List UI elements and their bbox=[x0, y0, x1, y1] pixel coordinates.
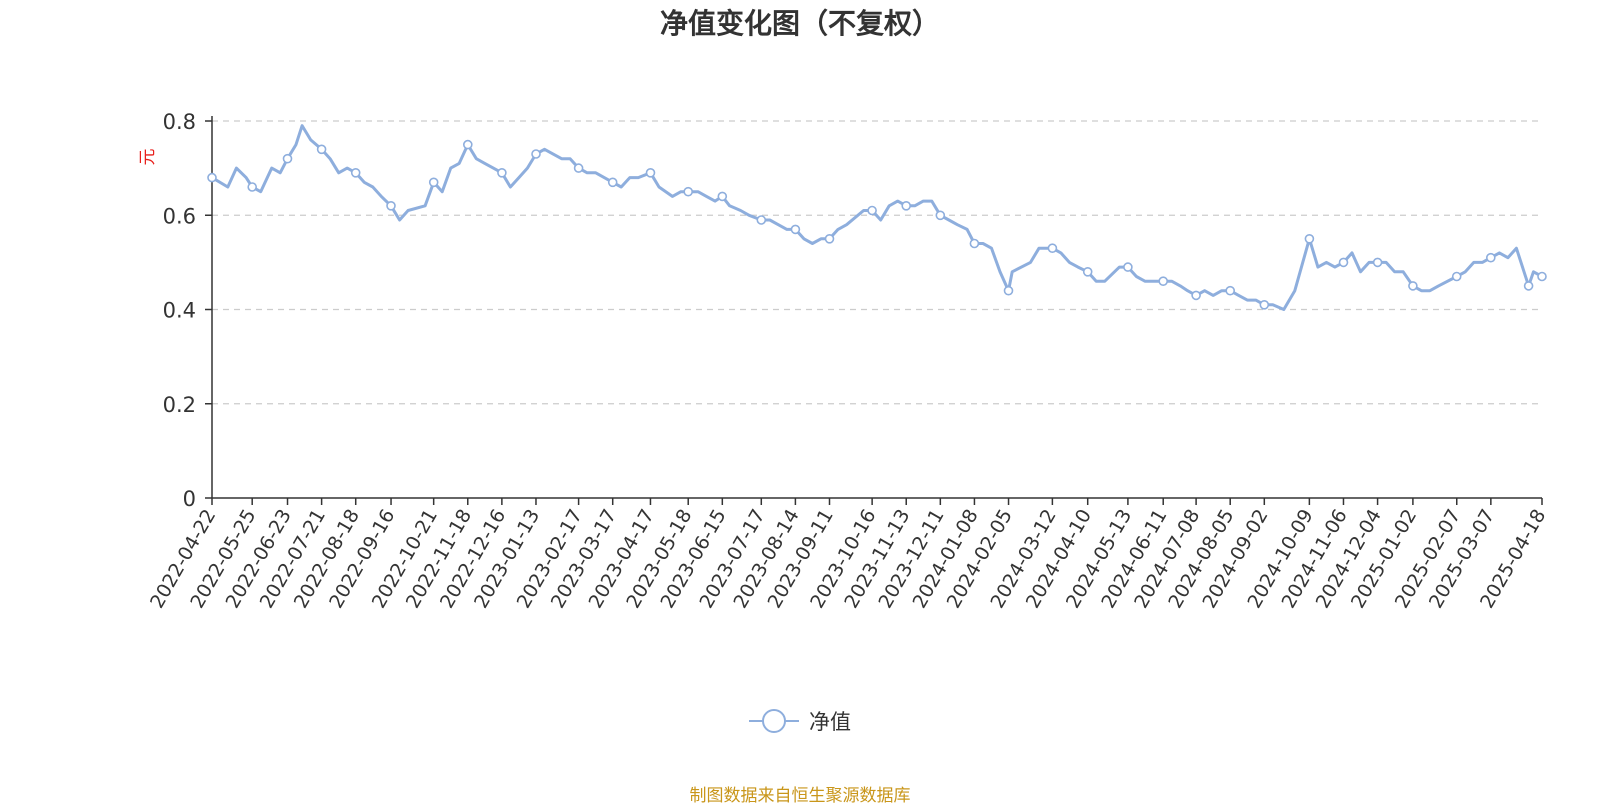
y-axis-label: 元 bbox=[138, 149, 158, 166]
data-point-marker bbox=[1451, 271, 1462, 282]
series-line bbox=[210, 124, 1544, 311]
data-point-marker bbox=[1338, 257, 1349, 268]
data-point-marker bbox=[350, 168, 361, 178]
data-point-marker bbox=[683, 186, 694, 197]
data-point-marker bbox=[1304, 234, 1315, 244]
data-point-marker bbox=[969, 238, 980, 249]
data-point-marker bbox=[316, 144, 327, 155]
axes bbox=[205, 116, 1543, 505]
series-layer bbox=[207, 124, 1547, 311]
chart-title: 净值变化图（不复权） bbox=[659, 7, 940, 40]
data-point-marker bbox=[1259, 299, 1270, 310]
data-point-marker bbox=[901, 201, 912, 211]
data-point-marker bbox=[645, 168, 656, 178]
data-point-marker bbox=[935, 210, 946, 221]
y-tick-label: 0.2 bbox=[163, 393, 196, 417]
legend-line-marker-icon bbox=[749, 709, 799, 733]
data-point-marker bbox=[386, 201, 396, 211]
data-point-marker bbox=[1123, 262, 1133, 272]
data-point-marker bbox=[867, 205, 877, 216]
data-point-marker bbox=[1003, 285, 1014, 296]
y-tick-label: 0.8 bbox=[163, 110, 196, 134]
data-point-marker bbox=[282, 153, 293, 164]
legend-label: 净值 bbox=[809, 710, 851, 734]
data-point-marker bbox=[1537, 271, 1547, 282]
data-point-marker bbox=[1372, 257, 1383, 268]
data-point-marker bbox=[1225, 285, 1235, 296]
data-point-marker bbox=[1158, 276, 1168, 287]
data-point-marker bbox=[1486, 252, 1496, 263]
data-point-marker bbox=[756, 215, 767, 225]
data-point-marker bbox=[247, 182, 257, 192]
data-point-marker bbox=[790, 224, 801, 235]
y-tick-label: 0.6 bbox=[163, 204, 196, 228]
data-point-marker bbox=[573, 163, 584, 173]
data-point-marker bbox=[497, 168, 507, 178]
data-point-marker bbox=[207, 172, 217, 183]
legend[interactable]: 净值 bbox=[0, 706, 1600, 736]
data-point-marker bbox=[607, 177, 618, 188]
data-point-marker bbox=[1408, 281, 1418, 291]
data-point-marker bbox=[428, 177, 439, 188]
data-point-marker bbox=[1191, 290, 1201, 301]
data-point-marker bbox=[462, 139, 473, 150]
source-note: 制图数据来自恒生聚源数据库 bbox=[689, 786, 911, 806]
y-tick-label: 0 bbox=[183, 487, 196, 511]
data-point-marker bbox=[1523, 281, 1534, 291]
data-point-marker bbox=[531, 149, 541, 159]
data-point-marker bbox=[1047, 243, 1058, 253]
y-tick-label: 0.4 bbox=[163, 299, 196, 323]
data-point-marker bbox=[717, 191, 728, 202]
tick-labels: 00.20.40.60.82022-04-222022-05-252022-06… bbox=[146, 110, 1550, 612]
data-point-marker bbox=[824, 234, 835, 244]
data-point-marker bbox=[1082, 266, 1093, 277]
